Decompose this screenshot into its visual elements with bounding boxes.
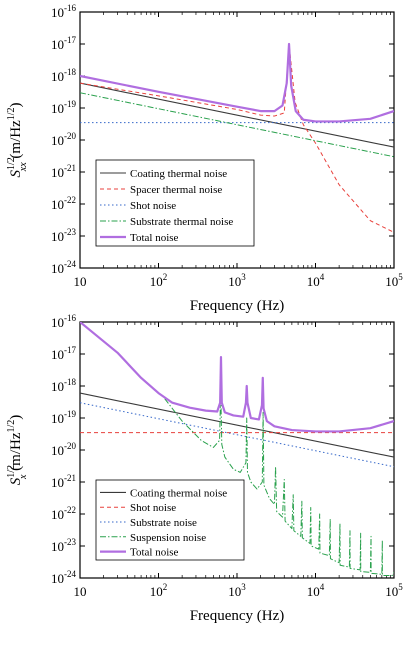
- y-tick-label: 10-17: [51, 35, 76, 52]
- legend-label: Total noise: [130, 232, 179, 244]
- legend-box: [95, 479, 245, 561]
- series-line-total-noise: [80, 42, 394, 123]
- y-tick-label: 10-19: [51, 99, 76, 116]
- y-tick-label: 10-20: [51, 131, 76, 148]
- x-axis-label: Frequency (Hz): [190, 298, 285, 314]
- x-tick-label: 10: [74, 584, 87, 599]
- legend-label: Substrate thermal noise: [130, 216, 233, 228]
- x-tick-label: 105: [385, 272, 403, 289]
- chart-panel-1: 10 102 103 104 105 10-24 10-23 10-22 10-21 10-20 1…: [6, 3, 403, 314]
- legend-label: Spacer thermal noise: [130, 184, 222, 196]
- legend-label: Substrate noise: [130, 517, 197, 529]
- legend: Coating thermal noise Shot noise Substrate…: [95, 479, 245, 561]
- y-tick-label: 10-21: [51, 473, 76, 490]
- legend-box: [95, 159, 255, 247]
- x-tick-label: 102: [150, 272, 168, 289]
- series-group: [80, 42, 394, 233]
- y-tick-label: 10-18: [51, 67, 76, 84]
- series-line-suspension-noise: [164, 388, 394, 576]
- y-tick-label: 10-16: [51, 3, 76, 20]
- y-tick-label: 10-24: [51, 569, 76, 586]
- series-group: [80, 322, 394, 576]
- y-axis-label: S1/2xx (m/Hz1/2): [6, 102, 29, 177]
- series-line-total-noise: [80, 322, 394, 433]
- x-tick-label: 105: [385, 582, 403, 599]
- x-tick-label: 10: [74, 274, 87, 289]
- series-line-substrate-thermal-noise: [80, 92, 394, 158]
- y-tick-label: 10-16: [51, 313, 76, 330]
- x-tick-label: 102: [150, 582, 168, 599]
- series-line-coating-thermal-noise: [80, 82, 394, 148]
- y-tick-label: 10-17: [51, 345, 76, 362]
- y-tick-label: 10-19: [51, 409, 76, 426]
- x-tick-label: 103: [228, 582, 246, 599]
- y-axis-label: S1/2x (m/Hz1/2): [6, 415, 29, 486]
- chart-panel-2: 10 102 103 104 105 10-24 10-23 10-22 10-21 10-20 1…: [6, 313, 403, 624]
- y-tick-label: 10-22: [51, 195, 76, 212]
- y-tick-label: 10-21: [51, 163, 76, 180]
- legend-label: Shot noise: [130, 502, 176, 514]
- y-tick-label: 10-24: [51, 259, 76, 276]
- legend-label: Total noise: [130, 547, 179, 559]
- x-tick-label: 103: [228, 272, 246, 289]
- y-tick-label: 10-23: [51, 227, 76, 244]
- legend: Coating thermal noise Spacer thermal nois…: [95, 159, 255, 247]
- series-line-coating-thermal-noise: [80, 392, 394, 458]
- y-tick-label: 10-23: [51, 537, 76, 554]
- series-line-substrate-noise: [80, 402, 394, 468]
- y-tick-label: 10-22: [51, 505, 76, 522]
- legend-label: Shot noise: [130, 200, 176, 212]
- y-tick-label: 10-18: [51, 377, 76, 394]
- x-tick-label: 104: [307, 582, 325, 599]
- x-tick-label: 104: [307, 272, 325, 289]
- y-tick-label: 10-20: [51, 441, 76, 458]
- x-axis-label: Frequency (Hz): [190, 608, 285, 624]
- legend-label: Coating thermal noise: [130, 487, 227, 499]
- legend-label: Coating thermal noise: [130, 168, 227, 180]
- legend-label: Suspension noise: [130, 532, 206, 544]
